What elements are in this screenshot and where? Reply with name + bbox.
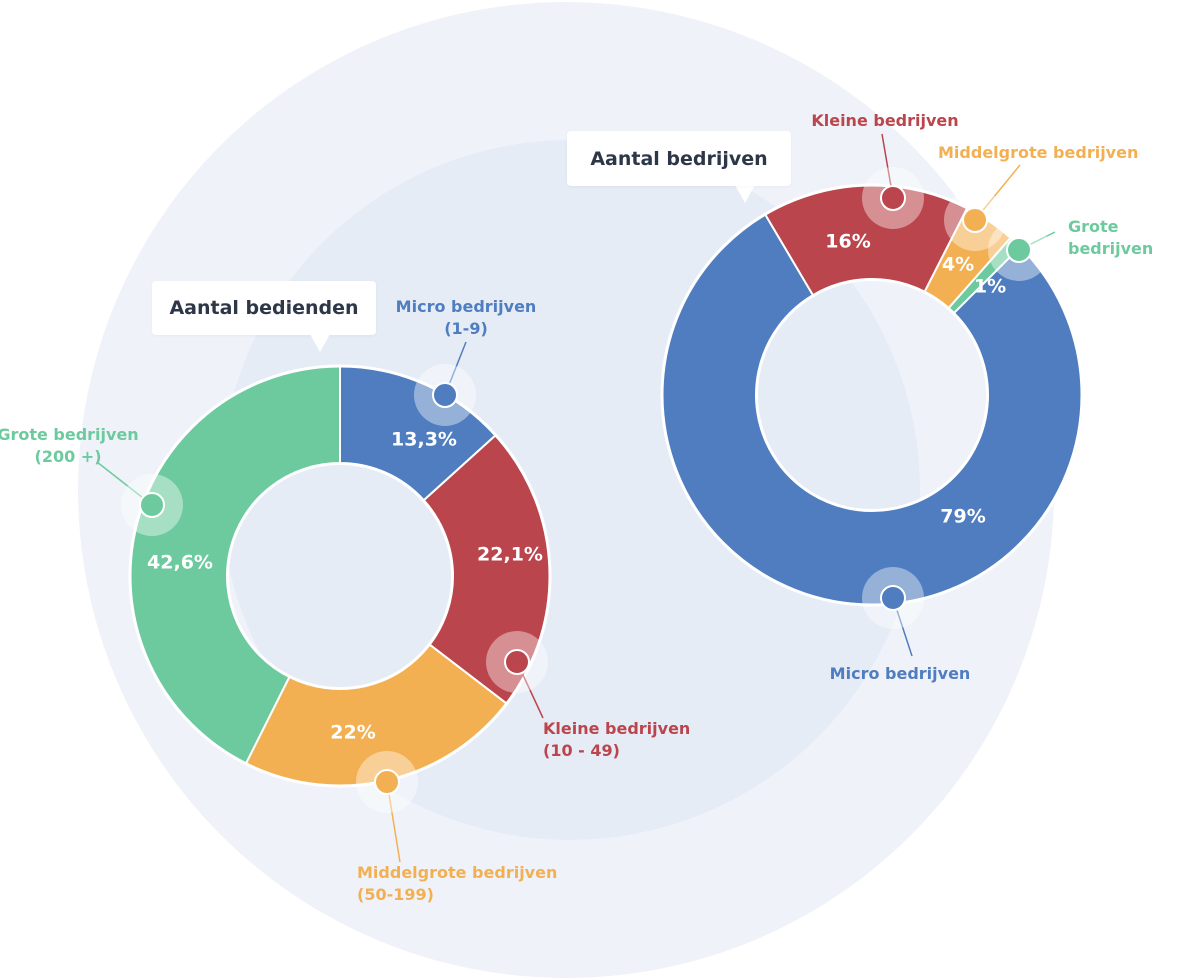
category-label: Kleine bedrijven [811, 111, 959, 130]
category-label: Middelgrote bedrijven (50-199) [357, 863, 558, 904]
value-label: 13,3% [391, 429, 457, 451]
marker-dot [504, 649, 530, 675]
donut-rim [660, 183, 1084, 607]
value-label: 4% [942, 254, 974, 276]
donut-hole [227, 463, 453, 689]
value-label: 22,1% [477, 544, 543, 566]
chart-title-box: Aantal bedrijven [567, 131, 791, 186]
marker-dot [374, 769, 400, 795]
category-label: Kleine bedrijven (10 - 49) [543, 719, 691, 760]
category-label: Micro bedrijven [829, 664, 971, 683]
chart-title: Aantal bedrijven [590, 147, 768, 170]
marker-dot [432, 382, 458, 408]
marker-dot [880, 185, 906, 211]
category-label: Micro bedrijven (1-9) [395, 297, 537, 338]
category-label: Grote bedrijven [1068, 217, 1154, 258]
category-label: Middelgrote bedrijven [938, 143, 1139, 162]
category-label: Grote bedrijven (200 +) [0, 425, 139, 466]
chart-title-box: Aantal bedienden [152, 281, 376, 335]
value-label: 1% [974, 276, 1006, 298]
donut-hole [756, 279, 988, 511]
marker-dot [1006, 237, 1032, 263]
leader-line [386, 781, 401, 863]
donut-rim [128, 364, 552, 788]
value-label: 79% [940, 506, 985, 528]
marker-dot [139, 492, 165, 518]
marker-dot [880, 585, 906, 611]
value-label: 22% [330, 722, 375, 744]
value-label: 16% [825, 231, 870, 253]
value-label: 42,6% [147, 552, 213, 574]
marker-dot [962, 207, 988, 233]
chart-title: Aantal bedienden [169, 297, 359, 319]
